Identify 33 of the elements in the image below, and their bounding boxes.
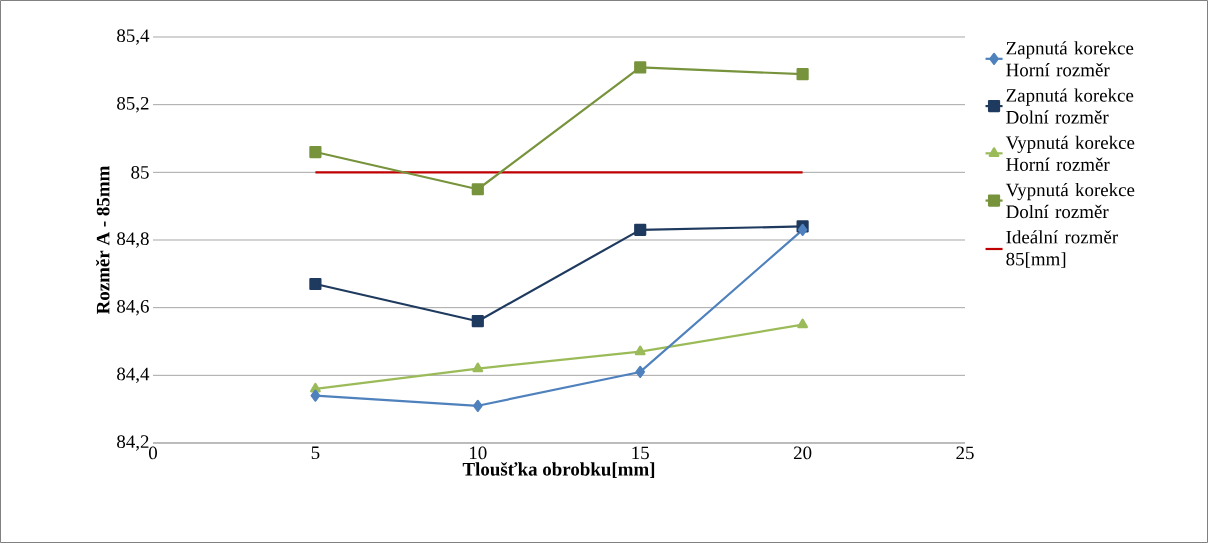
point (634, 345, 646, 356)
point (472, 399, 483, 412)
legend-label: Ideální rozměr 85[mm] (1006, 230, 1118, 268)
y-tick-label: 85,2 (117, 96, 149, 113)
point (634, 223, 647, 236)
y-tick-label: 84,8 (117, 232, 149, 248)
x-tick-label: 0 (148, 446, 157, 460)
point (472, 362, 484, 373)
x-tick-label: 10 (470, 446, 487, 460)
point (309, 145, 322, 159)
x-tick-label: 20 (793, 446, 812, 460)
x-axis-title: Tloušťka obrobku[mm] (462, 462, 655, 479)
y-axis-title: Rozměr A - 85mm (95, 165, 110, 315)
point (471, 183, 484, 196)
x-tick-label: 25 (956, 446, 974, 460)
legend-label: Vypnutá korekce Horní rozměr (1005, 135, 1135, 171)
legend-label: Vypnutá korekce Dolní rozměr (1005, 182, 1135, 219)
point (471, 315, 484, 328)
point (796, 68, 809, 81)
point (310, 389, 321, 402)
y-tick-label: 84,4 (117, 367, 150, 384)
x-tick-label: 5 (311, 446, 320, 460)
legend-label: Zapnutá korekce Dolní rozměr (1006, 88, 1134, 124)
y-tick-label: 84,6 (117, 299, 149, 316)
point (635, 365, 646, 379)
x-tick-label: 15 (632, 446, 649, 460)
point (309, 277, 322, 291)
legend-label: Zapnutá korekce Horní rozměr (1006, 41, 1134, 77)
y-tick-label: 85 (131, 165, 149, 179)
point (634, 61, 647, 74)
point (797, 318, 809, 329)
y-tick-label: 84,2 (117, 435, 149, 451)
y-tick-label: 85,4 (117, 29, 150, 45)
